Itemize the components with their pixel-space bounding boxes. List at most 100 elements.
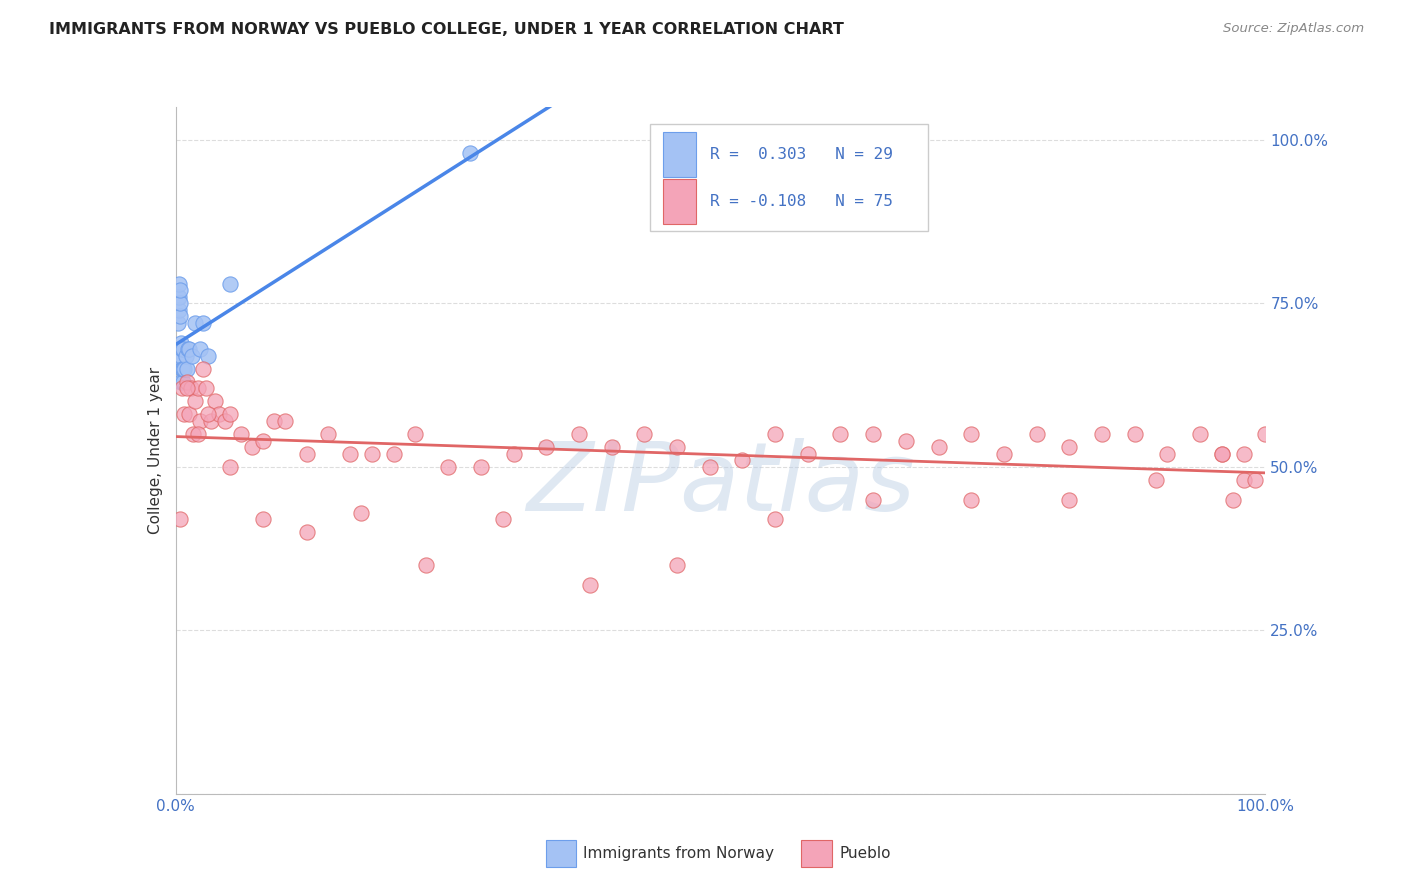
Point	[184, 394, 207, 409]
Point	[219, 408, 242, 422]
Point	[502, 447, 524, 461]
Point	[214, 414, 236, 428]
Point	[197, 408, 219, 422]
Point	[170, 335, 193, 350]
Bar	[546, 840, 576, 867]
Point	[894, 434, 917, 448]
Point	[360, 447, 382, 461]
Point	[1189, 427, 1212, 442]
Point	[458, 145, 481, 160]
Point	[184, 316, 207, 330]
Point	[579, 577, 602, 591]
Point	[470, 459, 492, 474]
Point	[633, 427, 655, 442]
Point	[170, 375, 193, 389]
Point	[1144, 473, 1167, 487]
Point	[167, 277, 190, 291]
Point	[195, 381, 218, 395]
Bar	[662, 179, 696, 224]
Point	[862, 427, 884, 442]
Point	[666, 558, 689, 572]
Text: ZIPatlas: ZIPatlas	[526, 438, 915, 532]
Point	[173, 361, 195, 376]
Point	[263, 414, 285, 428]
Point	[960, 492, 983, 507]
Point	[167, 316, 190, 330]
Point	[188, 414, 211, 428]
Point	[172, 342, 194, 356]
Point	[172, 342, 194, 356]
Point	[166, 349, 188, 363]
Point	[763, 427, 786, 442]
Point	[1057, 440, 1080, 454]
Point	[1123, 427, 1146, 442]
Point	[167, 290, 190, 304]
Point	[219, 277, 242, 291]
Point	[172, 361, 194, 376]
Point	[437, 459, 460, 474]
Point	[1232, 473, 1256, 487]
Point	[295, 447, 318, 461]
Point	[169, 310, 191, 324]
Point	[181, 427, 204, 442]
Text: Source: ZipAtlas.com: Source: ZipAtlas.com	[1223, 22, 1364, 36]
Point	[830, 427, 852, 442]
Point	[274, 414, 297, 428]
Point	[177, 342, 200, 356]
Point	[208, 408, 231, 422]
Point	[170, 349, 193, 363]
Point	[240, 440, 263, 454]
Point	[191, 316, 214, 330]
Text: Pueblo: Pueblo	[839, 847, 891, 861]
Point	[186, 427, 209, 442]
Point	[176, 381, 198, 395]
Text: Immigrants from Norway: Immigrants from Norway	[583, 847, 775, 861]
Point	[928, 440, 950, 454]
Point	[180, 381, 202, 395]
Point	[731, 453, 754, 467]
Point	[197, 349, 219, 363]
FancyBboxPatch shape	[650, 124, 928, 231]
Point	[862, 492, 884, 507]
Point	[415, 558, 437, 572]
Y-axis label: College, Under 1 year: College, Under 1 year	[148, 367, 163, 534]
Text: R =  0.303   N = 29: R = 0.303 N = 29	[710, 147, 893, 161]
Point	[1211, 447, 1233, 461]
Text: IMMIGRANTS FROM NORWAY VS PUEBLO COLLEGE, UNDER 1 YEAR CORRELATION CHART: IMMIGRANTS FROM NORWAY VS PUEBLO COLLEGE…	[49, 22, 844, 37]
Point	[796, 447, 818, 461]
Point	[1232, 447, 1256, 461]
Point	[600, 440, 623, 454]
Point	[169, 296, 191, 310]
Point	[1254, 427, 1277, 442]
Point	[1091, 427, 1114, 442]
Point	[176, 375, 198, 389]
Point	[167, 290, 190, 304]
Point	[1211, 447, 1233, 461]
Point	[350, 506, 373, 520]
Text: R = -0.108   N = 75: R = -0.108 N = 75	[710, 194, 893, 209]
Point	[960, 427, 983, 442]
Point	[534, 440, 557, 454]
Point	[172, 381, 194, 395]
Point	[204, 394, 226, 409]
Point	[252, 512, 274, 526]
Point	[382, 447, 405, 461]
Point	[666, 440, 689, 454]
Bar	[662, 132, 696, 177]
Point	[252, 434, 274, 448]
Point	[181, 349, 204, 363]
Point	[177, 342, 200, 356]
Point	[188, 342, 211, 356]
Point	[173, 408, 195, 422]
Point	[1057, 492, 1080, 507]
Point	[1222, 492, 1244, 507]
Point	[177, 408, 200, 422]
Point	[231, 427, 253, 442]
Point	[405, 427, 427, 442]
Point	[174, 349, 197, 363]
Point	[1156, 447, 1178, 461]
Point	[318, 427, 340, 442]
Point	[176, 361, 198, 376]
Point	[763, 512, 786, 526]
Bar	[801, 840, 832, 867]
